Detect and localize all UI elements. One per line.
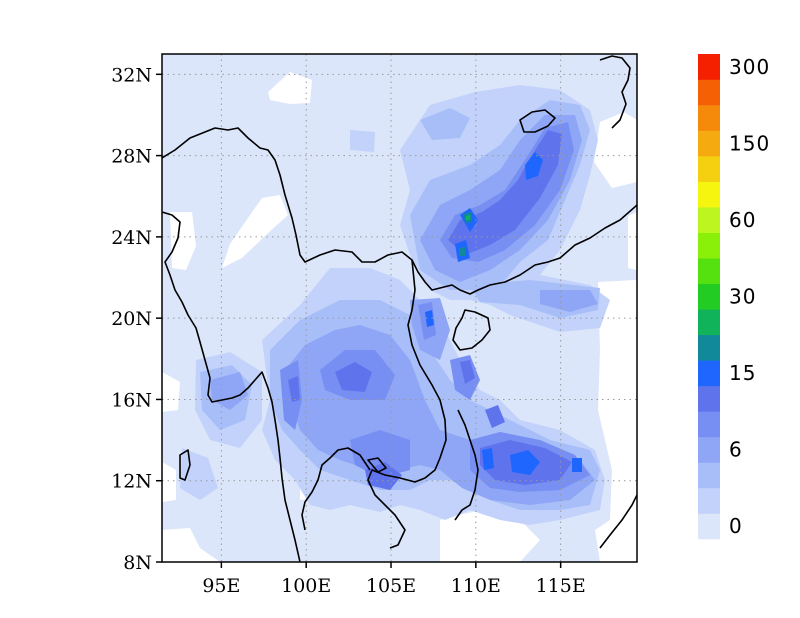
colorbar-swatch bbox=[698, 181, 720, 208]
lon-tick-label: 115E bbox=[536, 575, 586, 597]
longitude-axis: 95E 100E 105E 110E 115E bbox=[202, 562, 586, 597]
plot-area bbox=[162, 54, 637, 562]
lon-tick-label: 100E bbox=[281, 575, 331, 597]
colorbar-label: 300 bbox=[729, 55, 770, 79]
colorbar: 0 6 15 30 60 150 300 bbox=[698, 54, 770, 540]
colorbar-swatch bbox=[698, 487, 720, 514]
lat-tick-label: 16N bbox=[111, 389, 152, 411]
colorbar-label: 60 bbox=[729, 208, 756, 232]
colorbar-label: 0 bbox=[729, 514, 743, 538]
colorbar-swatch bbox=[698, 79, 720, 106]
colorbar-swatch bbox=[698, 156, 720, 182]
colorbar-swatch bbox=[698, 54, 720, 80]
latitude-axis: 8N 12N 16N 20N 24N 28N 32N bbox=[111, 64, 162, 574]
lon-tick-label: 105E bbox=[366, 575, 416, 597]
colorbar-swatch bbox=[698, 360, 720, 387]
lat-tick-label: 28N bbox=[111, 146, 152, 168]
plot-frame bbox=[161, 53, 638, 563]
lat-tick-label: 24N bbox=[111, 227, 152, 249]
lon-tick-label: 110E bbox=[451, 575, 501, 597]
colorbar-swatch bbox=[698, 207, 720, 233]
colorbar-label: 150 bbox=[729, 131, 770, 155]
colorbar-swatch bbox=[698, 130, 720, 157]
coastlines bbox=[162, 55, 637, 562]
colorbar-label: 15 bbox=[729, 361, 756, 385]
lat-tick-label: 12N bbox=[111, 471, 152, 493]
colorbar-swatch bbox=[698, 436, 720, 463]
colorbar-swatch bbox=[698, 258, 720, 285]
colorbar-swatch bbox=[698, 283, 720, 310]
precip-level-8 bbox=[466, 215, 470, 220]
colorbar-swatch bbox=[698, 513, 720, 540]
colorbar-swatch bbox=[698, 411, 720, 438]
colorbar-label: 30 bbox=[729, 285, 756, 309]
lon-tick-label: 95E bbox=[202, 575, 240, 597]
lat-tick-label: 20N bbox=[111, 308, 152, 330]
colorbar-label: 6 bbox=[729, 438, 743, 462]
lat-tick-label: 32N bbox=[111, 64, 152, 86]
gridlines bbox=[162, 54, 637, 562]
colorbar-swatch bbox=[698, 334, 720, 361]
colorbar-swatch bbox=[698, 105, 720, 131]
colorbar-swatch bbox=[698, 385, 720, 412]
colorbar-swatch bbox=[698, 232, 720, 259]
colorbar-swatch bbox=[698, 462, 720, 489]
colorbar-swatch bbox=[698, 309, 720, 336]
lat-tick-label: 8N bbox=[123, 552, 152, 574]
